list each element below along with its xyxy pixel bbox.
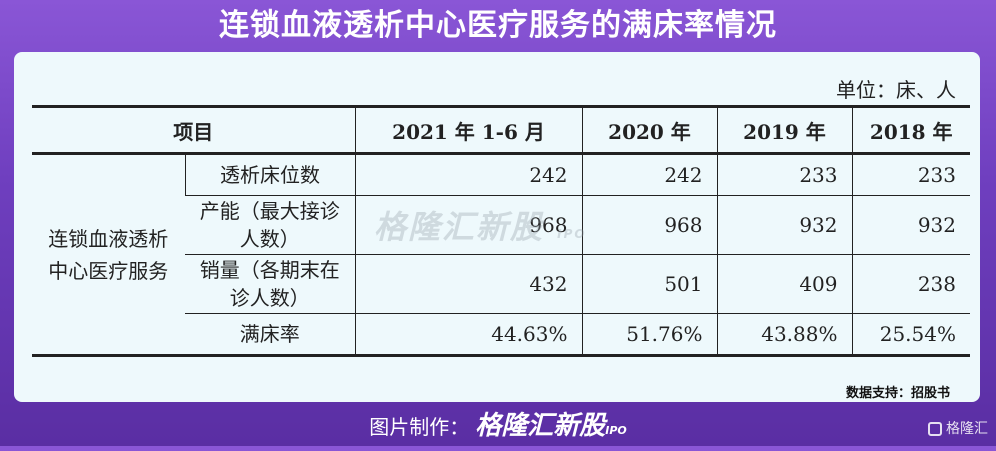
header-2018: 2018 年 xyxy=(851,105,970,155)
table-cell: 932 xyxy=(716,195,852,255)
table-cell: 233 xyxy=(851,153,970,196)
corner-logo-text: 格隆汇 xyxy=(946,421,988,437)
table-cell: 43.88% xyxy=(716,313,852,357)
data-table: 项目 2021 年 1-6 月 2020 年 2019 年 2018 年 连锁血… xyxy=(32,105,970,357)
footer-brand: 格隆汇新股IPO xyxy=(475,411,627,441)
footer-brand-sub: IPO xyxy=(605,424,627,437)
table-cell: 409 xyxy=(716,254,852,314)
row-label: 透析床位数 xyxy=(184,153,355,196)
table-header-row: 项目 2021 年 1-6 月 2020 年 2019 年 2018 年 xyxy=(32,105,970,155)
logo-icon xyxy=(928,422,942,436)
table-cell: 432 xyxy=(354,254,582,314)
header-2019: 2019 年 xyxy=(716,105,852,155)
watermark-sub: IPO xyxy=(557,227,587,241)
corner-logo: 格隆汇 xyxy=(928,418,988,438)
header-item: 项目 xyxy=(32,105,355,155)
unit-label: 单位：床、人 xyxy=(836,78,956,102)
watermark-logo: 格隆汇新股 IPO xyxy=(374,202,587,248)
footer-credit: 图片制作： 格隆汇新股IPO xyxy=(0,406,996,446)
table-row: 连锁血液透析中心医疗服务 透析床位数 242 242 233 233 xyxy=(32,153,970,357)
table-cell: 932 xyxy=(851,195,970,255)
table-row: 产能（最大接诊人数） 968 968 932 932 xyxy=(32,195,970,255)
watermark-text: 格隆汇新股 xyxy=(374,208,545,246)
header-2021h1: 2021 年 1-6 月 xyxy=(354,105,582,155)
row-label: 销量（各期末在诊人数） xyxy=(185,254,355,314)
table-cell: 238 xyxy=(851,254,970,314)
footer-brand-text: 格隆汇新股 xyxy=(475,411,606,441)
table-cell: 242 xyxy=(354,153,582,196)
table-row: 满床率 44.63% 51.76% 43.88% 25.54% xyxy=(32,313,970,357)
row-label: 产能（最大接诊人数） xyxy=(185,195,355,255)
footer-label: 图片制作： xyxy=(369,415,470,439)
table-card: 单位：床、人 项目 2021 年 1-6 月 2020 年 2019 年 201… xyxy=(14,52,980,402)
group-label: 连锁血液透析中心医疗服务 xyxy=(32,153,185,357)
table-cell: 44.63% xyxy=(354,313,582,357)
page-title: 连锁血液透析中心医疗服务的满床率情况 xyxy=(219,8,777,43)
table-cell: 242 xyxy=(581,153,717,196)
table-cell: 51.76% xyxy=(581,313,717,357)
source-note: 数据支持：招股书 xyxy=(845,386,950,401)
table-cell: 233 xyxy=(716,153,852,196)
table-cell: 968 xyxy=(581,195,717,255)
header-2020: 2020 年 xyxy=(581,105,717,155)
table-cell: 25.54% xyxy=(851,313,970,357)
row-label: 满床率 xyxy=(185,313,355,357)
table-cell: 968 xyxy=(354,195,582,255)
table-row: 销量（各期末在诊人数） 432 501 409 238 xyxy=(32,254,970,314)
table-cell: 501 xyxy=(581,254,717,314)
